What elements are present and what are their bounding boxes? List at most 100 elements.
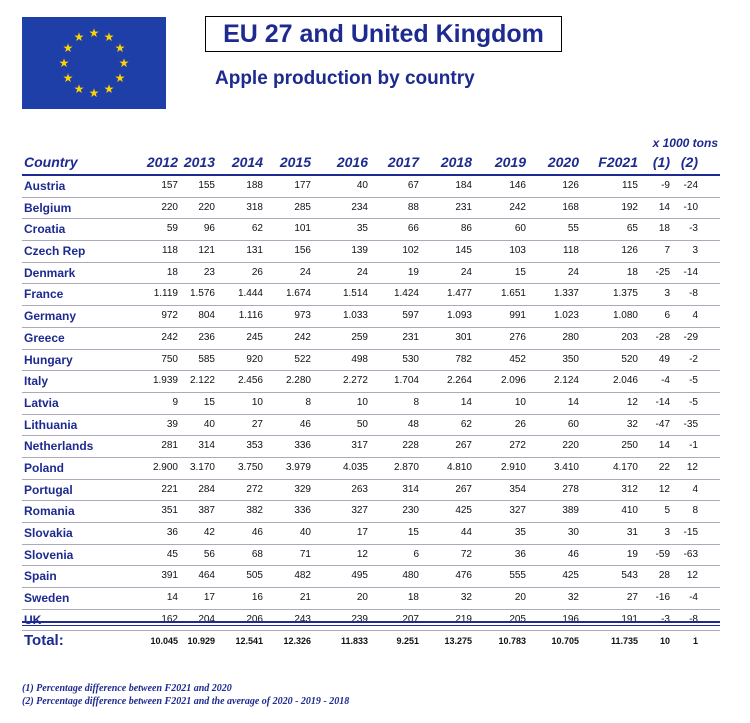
table-cell: -3 — [689, 223, 698, 235]
table-cell: 1.093 — [446, 310, 472, 322]
table-cell: 10 — [356, 396, 368, 408]
table-cell: 3.979 — [285, 461, 311, 473]
total-cell: 11.833 — [340, 636, 368, 646]
table-cell: 28 — [658, 570, 670, 582]
table-cell: 24 — [356, 266, 368, 278]
star-icon: ★ — [62, 41, 74, 55]
star-icon: ★ — [62, 71, 74, 85]
table-cell: 126 — [621, 245, 638, 257]
table-row: Latvia 9 15 10 8 10 8 14 10 14 12 -14 -5 — [22, 393, 720, 415]
table-cell: 177 — [294, 180, 311, 191]
table-cell: 220 — [198, 201, 215, 213]
table-cell: 16 — [251, 592, 263, 604]
table-cell: 40 — [299, 527, 311, 538]
table-cell: 10 — [514, 396, 526, 408]
table-cell: -63 — [683, 548, 698, 560]
table-cell: 18 — [166, 266, 178, 278]
table-cell: -14 — [683, 266, 698, 278]
column-header: 2014 — [231, 154, 263, 170]
table-cell: -3 — [661, 613, 670, 625]
table-cell: 3 — [664, 527, 670, 538]
table-cell: 72 — [460, 548, 472, 560]
table-cell: 2.096 — [500, 375, 526, 387]
column-header: (1) — [652, 154, 670, 170]
column-header: 2017 — [387, 154, 419, 170]
table-cell: 276 — [509, 331, 526, 343]
table-cell: 234 — [351, 201, 368, 213]
table-cell: 425 — [455, 505, 472, 517]
table-cell: 188 — [246, 180, 263, 191]
country-name: Hungary — [24, 352, 73, 367]
country-name: Czech Rep — [24, 244, 86, 259]
table-cell: 184 — [455, 180, 472, 191]
table-cell: 168 — [562, 201, 579, 213]
table-cell: 2.870 — [393, 461, 419, 473]
table-cell: 15 — [407, 527, 419, 538]
table-cell: 230 — [402, 505, 419, 517]
table-cell: 46 — [567, 548, 579, 560]
table-cell: 146 — [509, 180, 526, 191]
table-cell: 464 — [198, 570, 215, 582]
table-cell: 191 — [621, 613, 638, 625]
table-cell: 17 — [356, 527, 368, 538]
table-cell: 2.122 — [189, 375, 215, 387]
table-cell: 27 — [251, 418, 263, 430]
table-cell: 243 — [294, 613, 311, 625]
table-cell: 505 — [246, 570, 263, 582]
table-cell: 49 — [658, 353, 670, 365]
column-header: 2015 — [279, 154, 311, 170]
column-header: (2) — [680, 154, 698, 170]
table-cell: 118 — [563, 245, 579, 257]
table-cell: -29 — [683, 331, 698, 343]
table-cell: 782 — [455, 353, 472, 365]
table-cell: 4.035 — [342, 461, 368, 473]
page-subtitle: Apple production by country — [215, 68, 475, 89]
country-name: Denmark — [24, 265, 76, 280]
total-cell: 12.541 — [235, 636, 263, 646]
table-cell: 410 — [621, 505, 638, 517]
table-cell: 1.651 — [500, 288, 526, 300]
table-cell: 131 — [246, 245, 263, 257]
table-cell: 750 — [161, 353, 178, 365]
table-cell: 12 — [626, 396, 638, 408]
total-cell: 13.275 — [444, 636, 472, 646]
star-icon: ★ — [114, 41, 126, 55]
country-name: Austria — [24, 179, 66, 193]
country-name: Belgium — [24, 200, 72, 215]
table-cell: 60 — [514, 223, 526, 235]
table-cell: 972 — [161, 310, 178, 322]
table-cell: 46 — [251, 527, 263, 538]
table-cell: 543 — [621, 570, 638, 582]
star-icon: ★ — [73, 30, 85, 45]
table-cell: -15 — [683, 527, 698, 538]
table-cell: 32 — [460, 592, 472, 604]
table-cell: 14 — [567, 396, 579, 408]
table-cell: 1.514 — [342, 288, 368, 300]
star-icon: ★ — [103, 30, 115, 45]
table-cell: 2.910 — [500, 461, 526, 473]
star-icon: ★ — [114, 71, 126, 85]
table-cell: 351 — [161, 505, 178, 517]
table-cell: 46 — [299, 418, 311, 430]
table-cell: 236 — [198, 331, 215, 343]
table-cell: 15 — [514, 266, 526, 278]
table-cell: 118 — [162, 245, 178, 257]
table-cell: 42 — [203, 527, 215, 538]
table-row: Spain 391 464 505 482 495 480 476 555 425 543 28 12 — [22, 566, 720, 589]
table-cell: 62 — [460, 418, 472, 430]
table-cell: 2.124 — [553, 375, 579, 387]
table-cell: 50 — [356, 418, 368, 430]
table-cell: 156 — [294, 245, 311, 257]
table-cell: -28 — [655, 331, 670, 343]
table-cell: 36 — [166, 527, 178, 538]
table-cell: 96 — [203, 223, 215, 235]
total-cell: 10 — [659, 636, 670, 646]
table-cell: 10 — [251, 396, 263, 408]
table-row: Netherlands 281 314 353 336 317 228 267 272 220 25… — [22, 436, 720, 458]
table-cell: 6 — [413, 548, 419, 560]
table-cell: 115 — [622, 180, 638, 191]
table-cell: 40 — [203, 418, 215, 430]
total-cell: 12.326 — [283, 636, 311, 646]
table-cell: -5 — [689, 375, 698, 387]
table-cell: 317 — [351, 440, 368, 452]
